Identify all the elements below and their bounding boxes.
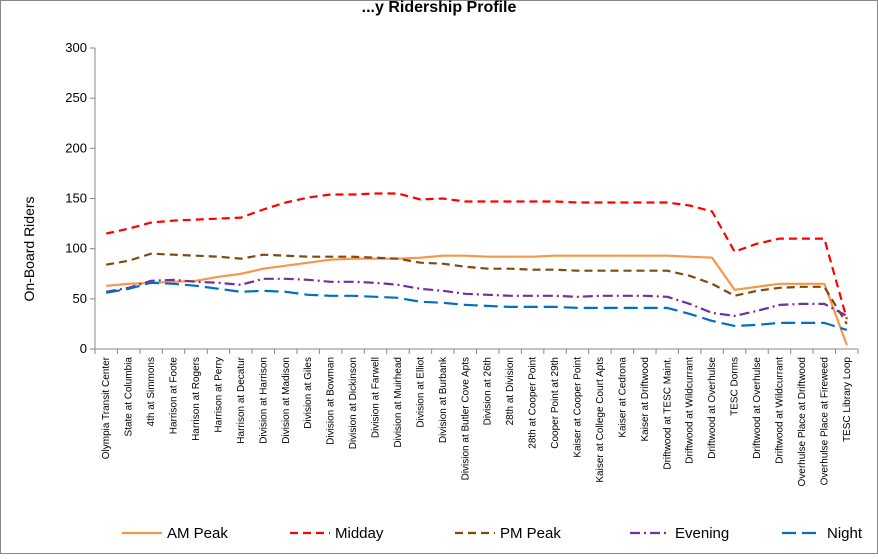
y-axis-title: On-Board Riders [21, 196, 37, 301]
x-category-label: Overhulse Place at Driftwood [797, 357, 808, 487]
x-category-label: Overhulse Place at Fireweed [819, 357, 830, 485]
x-category-label: Kaiser at Cedrona [617, 357, 628, 438]
x-category-label: Driftwood at Wildcurrant [685, 357, 696, 464]
x-category-label: Cooper Point at 29th [550, 357, 561, 449]
x-category-label: Harrison at Rogers [191, 357, 202, 441]
x-category-label: Driftwood at Overhulse [707, 357, 718, 459]
x-category-label: Driftwood at TESC Maint. [662, 357, 673, 470]
y-tick-label: 250 [65, 90, 87, 105]
legend-label: PM Peak [500, 525, 561, 542]
x-category-label: Division at Dickinson [348, 357, 359, 449]
x-category-label: Harrison at Perry [213, 357, 224, 433]
x-category-label: Kaiser at College Court Apts [595, 357, 606, 483]
legend-label: AM Peak [167, 525, 228, 542]
legend-label: Midday [335, 525, 384, 542]
x-category-label: Division at Muirhead [393, 357, 404, 448]
x-category-label: Division at Bowman [326, 357, 337, 445]
x-category-label: Kaiser at Driftwood [640, 357, 651, 441]
x-category-label: Harrison at Decatur [236, 356, 247, 443]
x-category-label: Division at Madison [281, 357, 292, 444]
legend: AM Peak Midday PM Peak Evening Night [122, 525, 863, 542]
series-line-midday [105, 192, 848, 320]
y-tick-label: 0 [80, 341, 87, 356]
x-category-label: Division at Elliot [415, 357, 426, 428]
y-axis-ticks: 0 50 100 150 200 250 300 [65, 40, 95, 356]
x-category-label: Division at Giles [303, 357, 314, 429]
x-category-label: 28th at Cooper Point [528, 357, 539, 449]
x-category-label: Driftwood at Wildcurrant [774, 357, 785, 464]
series-line-am-peak [106, 254, 848, 346]
x-category-label: TESC Library Loop [842, 357, 853, 442]
x-category-label: Harrison at Foote [169, 357, 180, 435]
x-category-label: Driftwood at Overhulse [752, 357, 763, 459]
x-axis-category-labels: Olympia Transit Center State at Columbia 4… [94, 349, 859, 487]
x-category-label: Kaiser at Cooper Point [572, 357, 583, 458]
x-category-label: Division at Harrison [258, 357, 269, 444]
series-lines [105, 192, 848, 346]
legend-label: Night [827, 525, 863, 542]
x-category-label: TESC Dorms [730, 357, 741, 416]
x-category-label: Division at Farwell [371, 357, 382, 438]
y-tick-label: 300 [65, 40, 87, 55]
x-category-label: Olympia Transit Center [101, 356, 112, 459]
y-tick-label: 100 [65, 241, 87, 256]
chart-title: ...y Ridership Profile [362, 0, 517, 16]
y-tick-label: 50 [73, 291, 87, 306]
y-tick-label: 150 [65, 191, 87, 206]
y-tick-label: 200 [65, 140, 87, 155]
x-category-label: Division at Butler Cove Apts [460, 357, 471, 480]
x-category-label: State at Columbia [124, 357, 135, 437]
x-category-label: Division at 26th [483, 357, 494, 425]
x-category-label: 28th at Division [505, 357, 516, 425]
x-category-label: Division at Burbank [438, 356, 449, 443]
series-line-pm-peak [106, 252, 848, 325]
series-line-night [106, 281, 848, 331]
legend-label: Evening [675, 525, 729, 542]
series-line-evening [106, 277, 848, 317]
x-category-label: 4th at Simmons [146, 357, 157, 426]
